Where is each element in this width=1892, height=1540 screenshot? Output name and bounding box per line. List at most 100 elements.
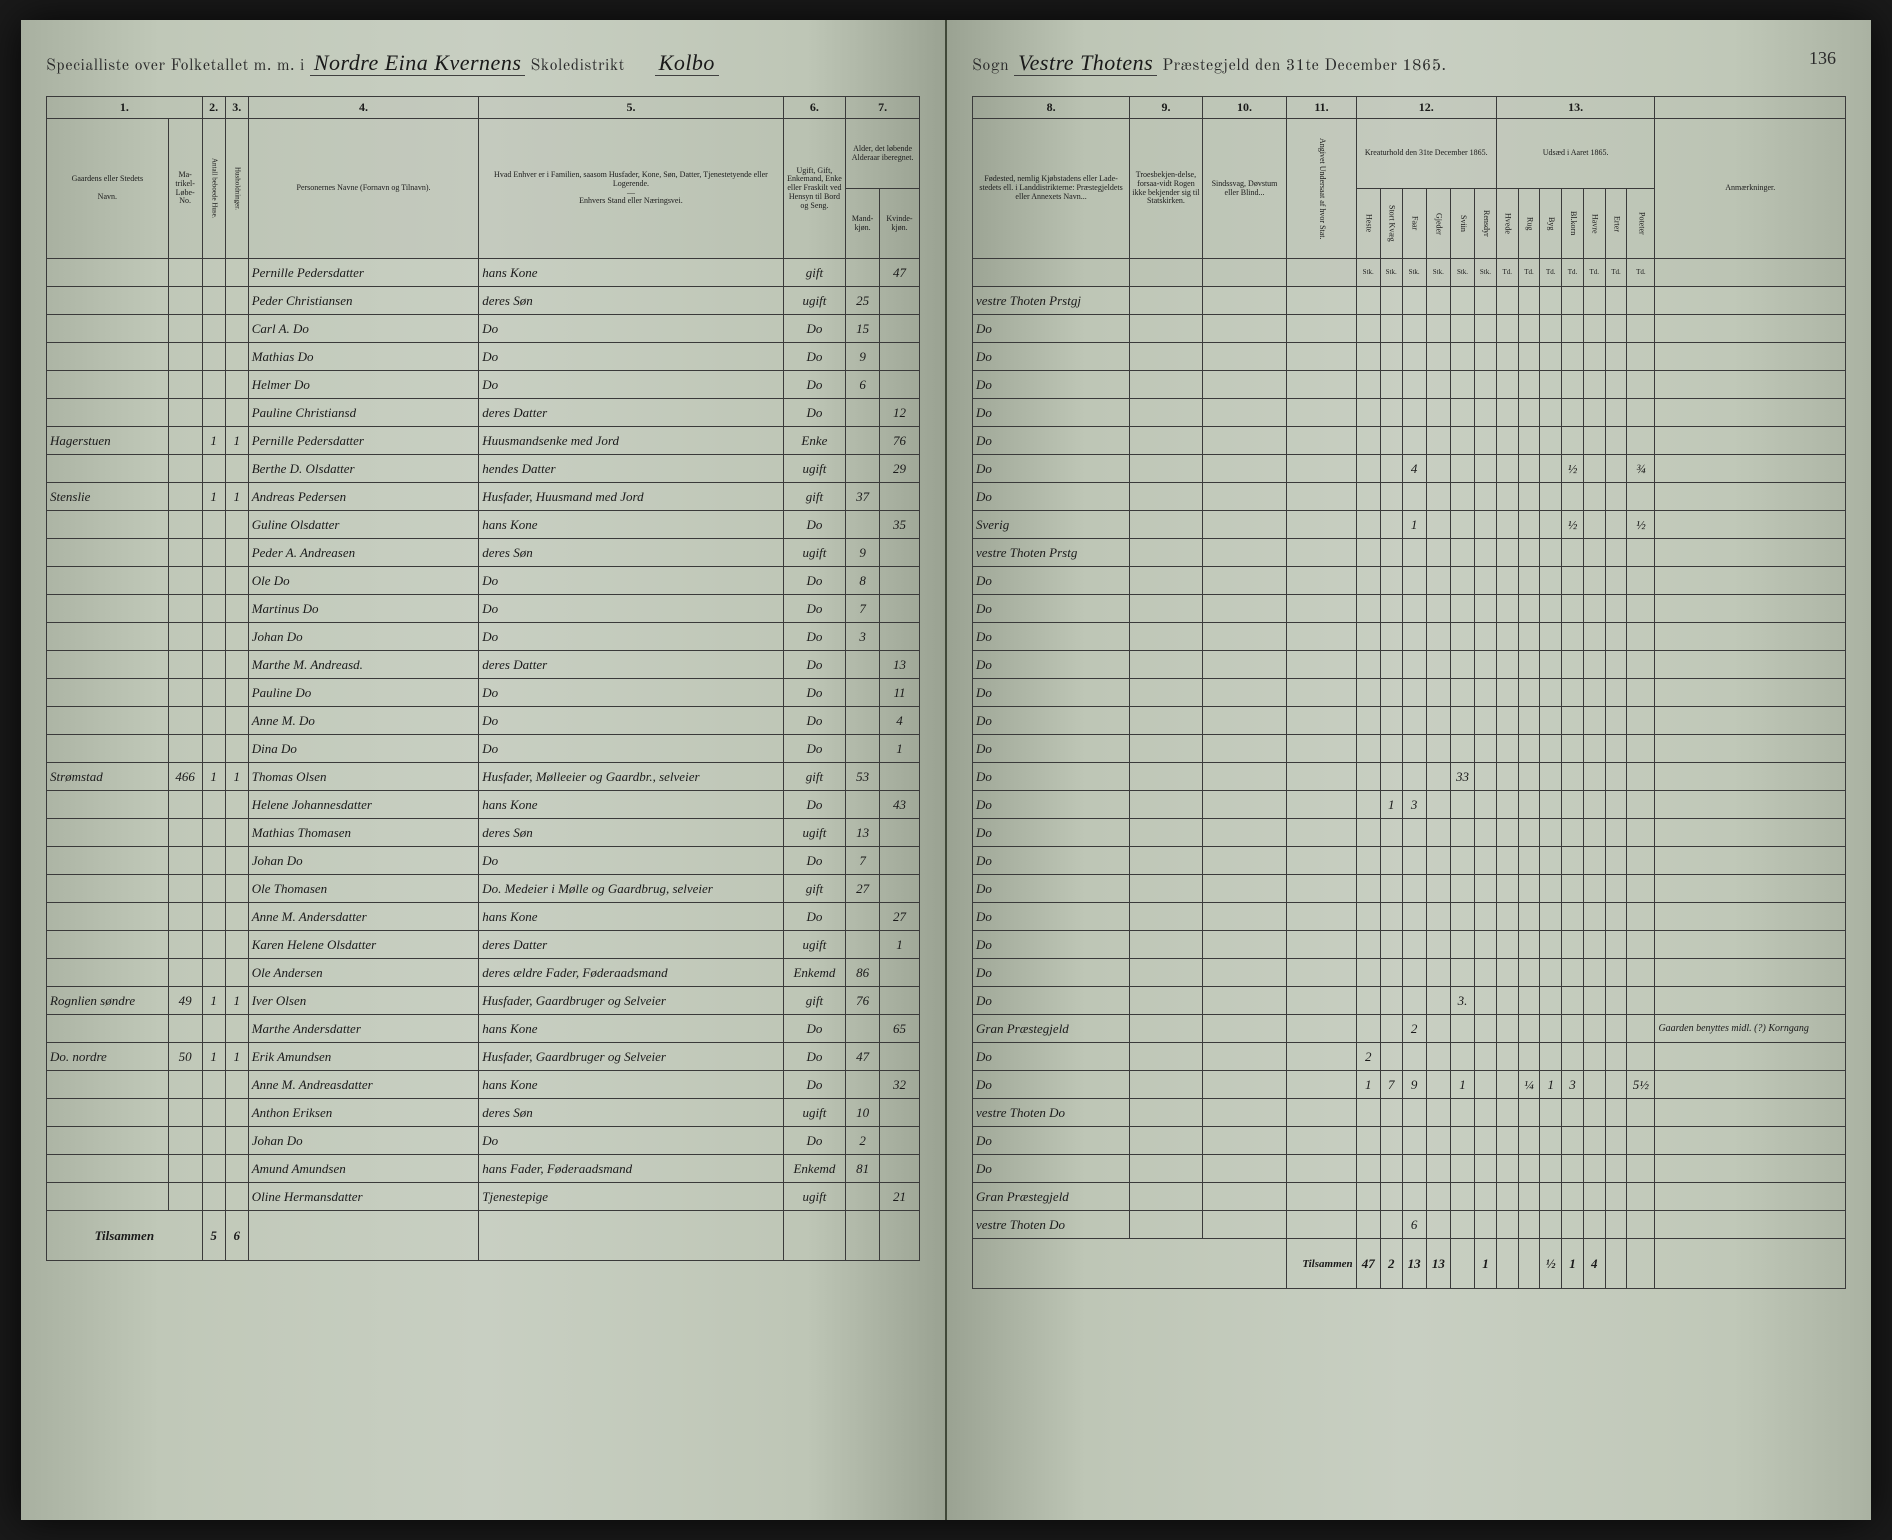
cell-val	[1562, 987, 1584, 1015]
cell-birthplace: Do	[973, 595, 1130, 623]
cell-birthplace: Do	[973, 791, 1130, 819]
cell-val	[1627, 287, 1655, 315]
cell-birthplace: Do	[973, 679, 1130, 707]
cell-remark	[1655, 567, 1846, 595]
cell-age-f: 29	[879, 455, 919, 483]
table-row: Berthe D. Olsdatterhendes Datterugift29	[47, 455, 920, 483]
cell-age-f	[879, 483, 919, 511]
cell-house	[202, 819, 225, 847]
cell-position: hans Kone	[479, 1015, 783, 1043]
cell-val	[1583, 679, 1605, 707]
cell-val	[1562, 1099, 1584, 1127]
cell-name: Iver Olsen	[248, 987, 479, 1015]
cell-val: 1	[1402, 511, 1426, 539]
cell-val	[1540, 735, 1562, 763]
cell-household	[225, 651, 248, 679]
cell-val	[1496, 287, 1518, 315]
table-row: Anthon Eriksenderes Sønugift10	[47, 1099, 920, 1127]
cell-marital: Do	[783, 1127, 846, 1155]
cell-val	[1450, 455, 1474, 483]
cell-age-m	[846, 735, 880, 763]
cell-disability	[1202, 931, 1287, 959]
cell-val	[1475, 1043, 1497, 1071]
cell-nationality	[1287, 735, 1356, 763]
cell-house	[202, 651, 225, 679]
cell-religion	[1130, 1043, 1203, 1071]
cell-birthplace: Gran Præstegjeld	[973, 1183, 1130, 1211]
cell-farm	[47, 1099, 169, 1127]
table-row: Do	[973, 371, 1846, 399]
cell-val	[1475, 959, 1497, 987]
cell-farm	[47, 903, 169, 931]
cell-remark	[1655, 315, 1846, 343]
table-row: Do. nordre5011Erik AmundsenHusfader, Gaa…	[47, 1043, 920, 1071]
cell-age-m: 10	[846, 1099, 880, 1127]
cell-val	[1540, 1155, 1562, 1183]
cell-age-f: 27	[879, 903, 919, 931]
table-row: Pauline Christiansdderes DatterDo12	[47, 399, 920, 427]
cell-nationality	[1287, 847, 1356, 875]
cell-val: ¼	[1518, 1071, 1540, 1099]
cell-val	[1627, 1043, 1655, 1071]
cell-val	[1518, 567, 1540, 595]
cell-val	[1380, 623, 1402, 651]
cell-remark	[1655, 679, 1846, 707]
cell-remark	[1655, 847, 1846, 875]
cell-age-f	[879, 315, 919, 343]
cell-house: 1	[202, 1043, 225, 1071]
col-num-3: 3.	[225, 97, 248, 119]
cell-val	[1627, 707, 1655, 735]
cell-val	[1450, 847, 1474, 875]
cell-val	[1496, 1211, 1518, 1239]
cell-val	[1380, 903, 1402, 931]
cell-val	[1402, 1155, 1426, 1183]
cell-marital: Do	[783, 1043, 846, 1071]
cell-farm	[47, 623, 169, 651]
cell-birthplace: Do	[973, 483, 1130, 511]
cell-val	[1562, 651, 1584, 679]
cell-birthplace: Do	[973, 455, 1130, 483]
cell-val	[1605, 511, 1627, 539]
cell-position: Do	[479, 735, 783, 763]
cell-val	[1356, 1015, 1380, 1043]
cell-name: Helmer Do	[248, 371, 479, 399]
cell-val	[1426, 1099, 1450, 1127]
cell-val	[1475, 455, 1497, 483]
table-row: Do	[973, 427, 1846, 455]
col-household: Husholdninger.	[225, 119, 248, 259]
table-row: Mathias DoDoDo9	[47, 343, 920, 371]
cell-religion	[1130, 1127, 1203, 1155]
cell-val: 3	[1562, 1071, 1584, 1099]
cell-matr: 50	[168, 1043, 202, 1071]
cell-val	[1605, 1183, 1627, 1211]
cell-val	[1450, 679, 1474, 707]
col-persons: Personernes Navne (Fornavn og Tilnavn).	[248, 119, 479, 259]
cell-marital: Do	[783, 371, 846, 399]
cell-age-f: 35	[879, 511, 919, 539]
cell-name: Pernille Pedersdatter	[248, 427, 479, 455]
cell-val	[1540, 595, 1562, 623]
cell-val	[1426, 931, 1450, 959]
cell-household	[225, 455, 248, 483]
col-sviin: Sviin	[1450, 189, 1474, 259]
cell-val	[1496, 679, 1518, 707]
col-farm: Gaardens eller StedetsNavn.	[47, 119, 169, 259]
col-num-7: 7.	[846, 97, 920, 119]
cell-val	[1426, 707, 1450, 735]
cell-val	[1380, 1043, 1402, 1071]
cell-val	[1402, 1043, 1426, 1071]
cell-val	[1518, 1099, 1540, 1127]
cell-val	[1562, 931, 1584, 959]
cell-house	[202, 371, 225, 399]
cell-val	[1562, 875, 1584, 903]
cell-val	[1583, 959, 1605, 987]
cell-val	[1518, 1155, 1540, 1183]
cell-val	[1605, 707, 1627, 735]
cell-house	[202, 875, 225, 903]
cell-val	[1426, 455, 1450, 483]
cell-disability	[1202, 343, 1287, 371]
cell-age-m: 3	[846, 623, 880, 651]
cell-val	[1356, 539, 1380, 567]
cell-val	[1356, 1183, 1380, 1211]
cell-birthplace: Do	[973, 959, 1130, 987]
